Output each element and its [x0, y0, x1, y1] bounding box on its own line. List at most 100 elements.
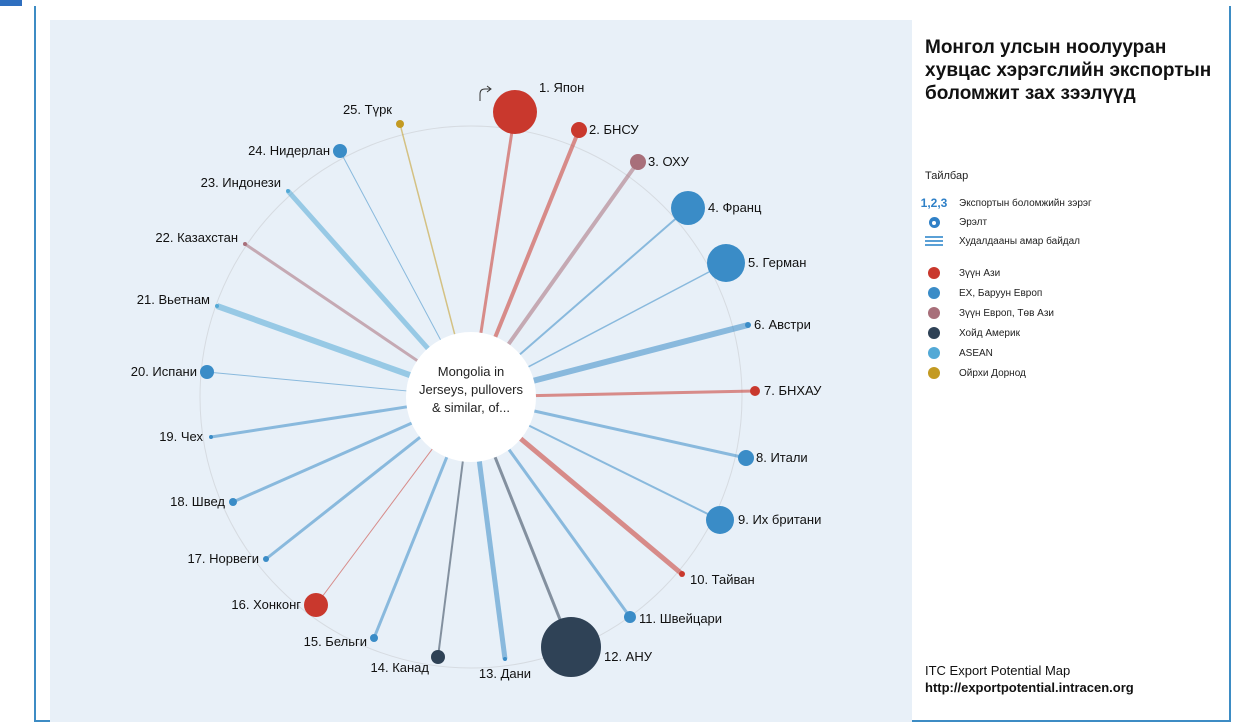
- market-node[interactable]: [745, 322, 751, 328]
- legend-region-north-america[interactable]: Хойд Америк: [925, 325, 1020, 341]
- market-node[interactable]: [263, 556, 269, 562]
- center-label-line-1: Mongolia in: [438, 364, 505, 379]
- legend-region-east-asia[interactable]: Зүүн Ази: [925, 265, 1000, 281]
- market-label: 3. ОХУ: [648, 154, 690, 169]
- legend-ease-label: Худалдааны амар байдал: [959, 235, 1081, 247]
- spoke-line: [265, 434, 423, 561]
- market-node[interactable]: [630, 154, 646, 170]
- top-strip: [0, 0, 1236, 6]
- ease-lines-icon: [925, 236, 943, 246]
- market-label: 15. Бельги: [304, 634, 367, 649]
- spoke-line: [399, 123, 456, 337]
- legend-demand-row: Эрэлт: [925, 214, 987, 230]
- market-label: 25. Түрк: [343, 102, 392, 117]
- market-label: 4. Франц: [708, 200, 762, 215]
- legend-region-label: ЕХ, Баруун Европ: [959, 287, 1043, 299]
- spoke-line: [215, 303, 413, 379]
- market-node[interactable]: [396, 120, 404, 128]
- market-node[interactable]: [706, 506, 734, 534]
- market-label: 21. Вьетнам: [137, 292, 210, 307]
- spoke-line: [526, 262, 727, 369]
- source-name: ITC Export Potential Map: [925, 663, 1071, 678]
- market-node[interactable]: [738, 450, 754, 466]
- legend-region-label: Зүүн Ази: [959, 267, 1001, 279]
- spoke-line: [517, 435, 684, 576]
- demand-icon: [928, 216, 940, 228]
- spoke-line: [492, 129, 581, 340]
- market-label: 22. Казахстан: [155, 230, 238, 245]
- market-node[interactable]: [200, 365, 214, 379]
- market-node[interactable]: [503, 657, 507, 661]
- market-node[interactable]: [370, 634, 378, 642]
- market-label: 6. Австри: [754, 317, 811, 332]
- legend-region-middle-east[interactable]: Ойрхи Дорнод: [925, 365, 1026, 381]
- market-node[interactable]: [286, 189, 290, 193]
- legend-dot-icon: [928, 287, 940, 299]
- spoke-line: [532, 409, 747, 460]
- spoke-line: [315, 447, 434, 606]
- top-strip-mark: [0, 0, 22, 6]
- spoke-line: [372, 454, 449, 639]
- radial-export-diagram: 1. Япон 2. БНСУ 3. ОХУ 4. Франц 5. Герман 6. …: [131, 80, 822, 681]
- center-label-line-2: Jerseys, pullovers: [419, 382, 524, 397]
- market-label: 8. Итали: [756, 450, 808, 465]
- market-label: 1. Япон: [539, 80, 584, 95]
- reset-arrow-icon[interactable]: [479, 88, 490, 101]
- market-node[interactable]: [229, 498, 237, 506]
- market-node[interactable]: [304, 593, 328, 617]
- market-node[interactable]: [215, 304, 219, 308]
- market-node[interactable]: [707, 244, 745, 282]
- rank-symbol: 1,2,3: [920, 196, 948, 210]
- spoke-line: [476, 459, 508, 660]
- spoke-line: [244, 242, 420, 363]
- market-node[interactable]: [750, 386, 760, 396]
- market-node[interactable]: [493, 90, 537, 134]
- market-node[interactable]: [243, 242, 247, 246]
- market-label: 19. Чех: [159, 429, 203, 444]
- market-node[interactable]: [209, 435, 213, 439]
- spoke-line: [437, 459, 465, 658]
- market-node[interactable]: [624, 611, 636, 623]
- market-node[interactable]: [431, 650, 445, 664]
- spoke-line: [339, 150, 442, 342]
- legend-dot-icon: [928, 307, 940, 319]
- spoke-line: [517, 207, 689, 357]
- market-label: 18. Швед: [170, 494, 225, 509]
- legend-region-eu-west[interactable]: ЕХ, Баруун Европ: [925, 285, 1042, 301]
- spoke-line: [286, 189, 432, 352]
- market-label: 14. Канад: [371, 660, 430, 675]
- legend-region-asean[interactable]: ASEAN: [925, 345, 993, 361]
- reset-arrow-head-icon: [486, 85, 492, 93]
- market-label: 10. Тайван: [690, 572, 755, 587]
- market-label: 17. Норвеги: [187, 551, 259, 566]
- spoke-line: [505, 160, 640, 347]
- legend-dot-icon: [928, 367, 940, 379]
- legend-dot-icon: [928, 267, 940, 279]
- legend-region-label: Хойд Америк: [959, 327, 1020, 339]
- spoke-line: [531, 322, 749, 385]
- legend-ease-row: Худалдааны амар байдал: [925, 233, 1080, 249]
- market-node[interactable]: [333, 144, 347, 158]
- center-label-line-3: & similar, of...: [432, 400, 510, 415]
- market-label: 24. Нидерлан: [248, 143, 330, 158]
- source-url-link[interactable]: http://exportpotential.intracen.org: [925, 680, 1134, 695]
- legend-rank-row: 1,2,3 Экспортын боломжийн зэрэг: [921, 195, 1092, 211]
- market-node[interactable]: [679, 571, 685, 577]
- market-label: 11. Швейцари: [639, 611, 722, 626]
- source-credit: ITC Export Potential Map http://exportpo…: [925, 662, 1134, 696]
- market-node[interactable]: [571, 122, 587, 138]
- legend-dot-icon: [928, 327, 940, 339]
- center-circle: [406, 332, 536, 462]
- legend-region-label: Ойрхи Дорнод: [959, 367, 1026, 379]
- spoke-line: [493, 454, 573, 648]
- legend-demand-label: Эрэлт: [959, 216, 988, 228]
- legend-region-east-europe[interactable]: Зүүн Европ, Төв Ази: [925, 305, 1054, 321]
- legend-title: Тайлбар: [925, 170, 969, 182]
- market-label: 2. БНСУ: [589, 122, 639, 137]
- guide-ring: [199, 125, 743, 669]
- market-label: 16. Хонконг: [231, 597, 301, 612]
- market-label: 20. Испани: [131, 364, 197, 379]
- spoke-line: [527, 424, 721, 521]
- market-node[interactable]: [541, 617, 601, 677]
- market-node[interactable]: [671, 191, 705, 225]
